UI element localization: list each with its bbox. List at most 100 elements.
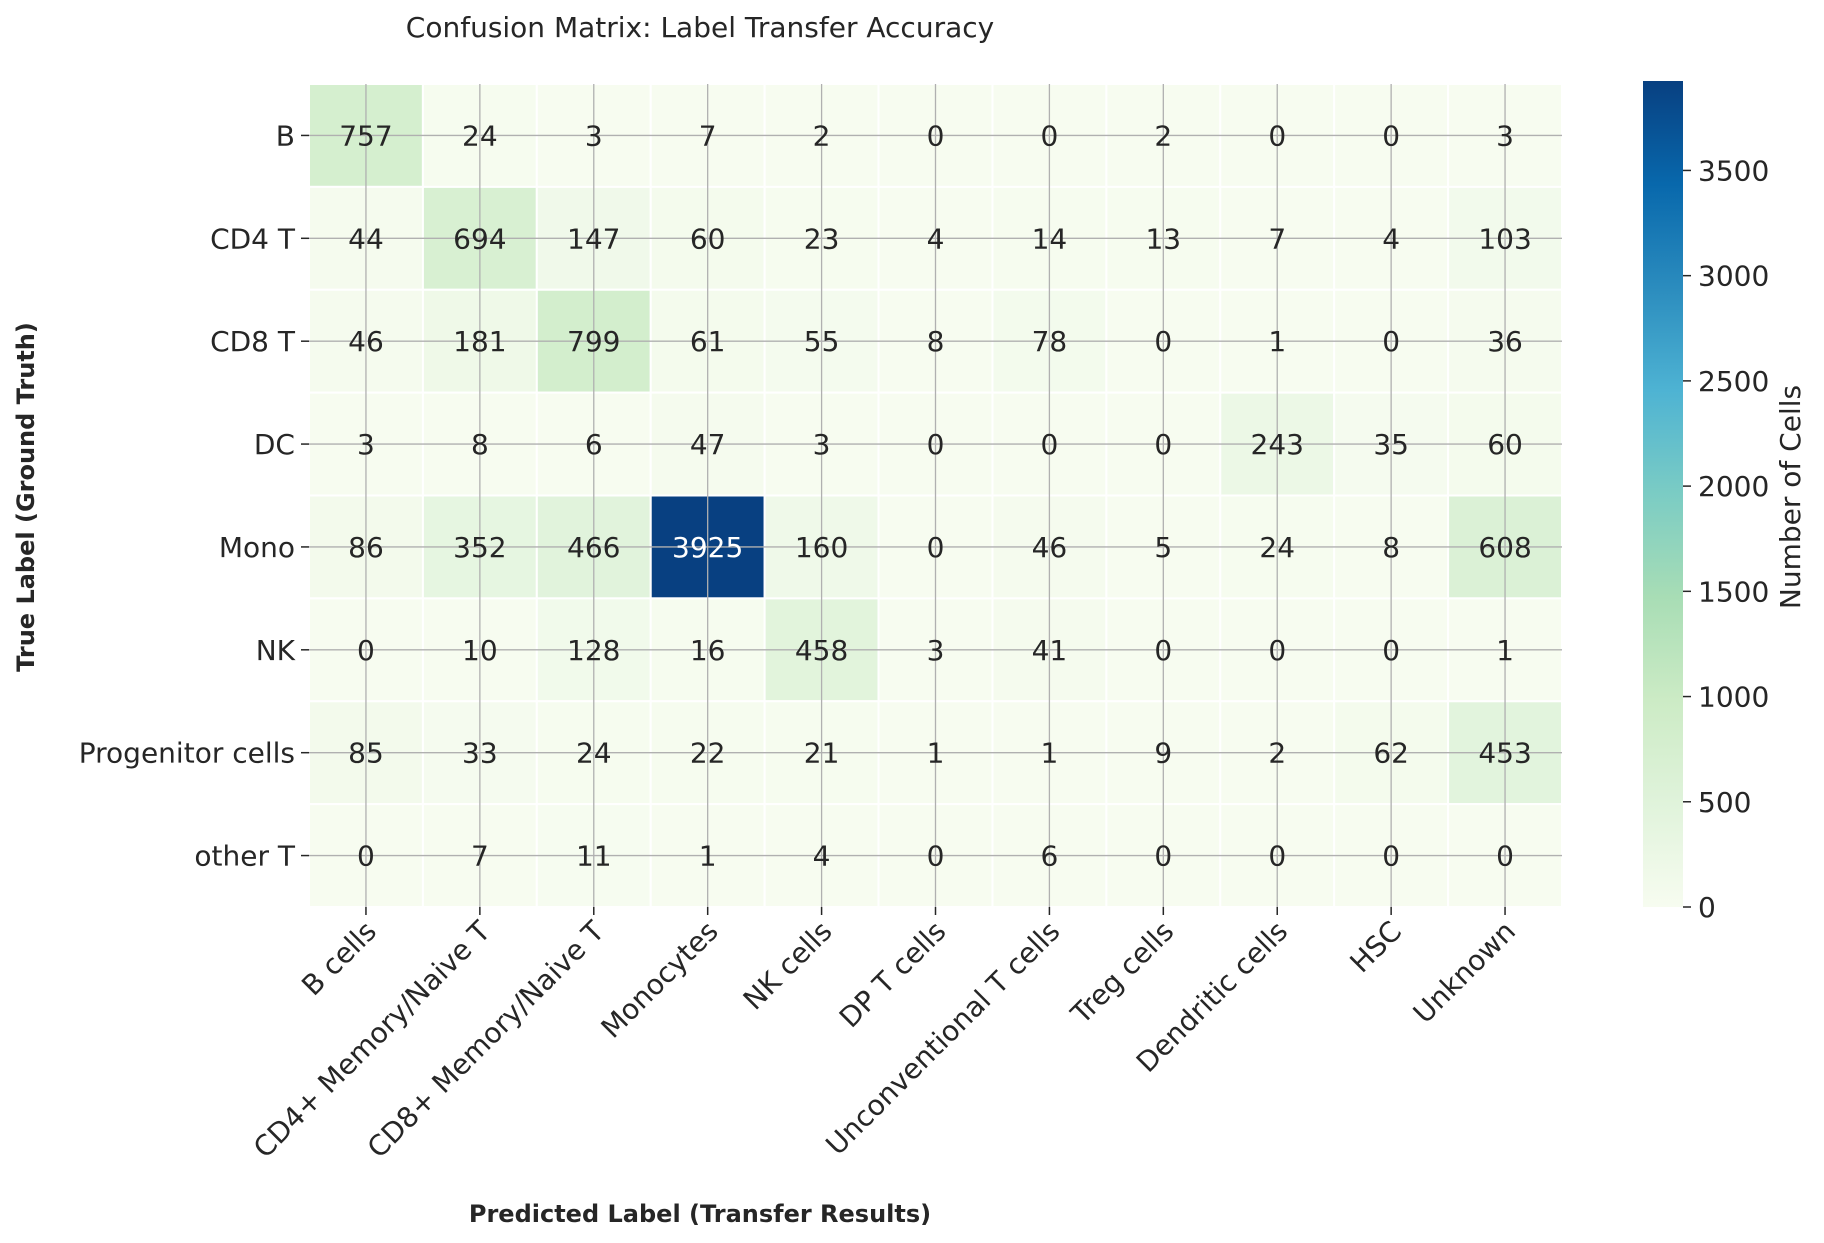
cell-value-label: 0 — [1154, 325, 1172, 358]
cell-value-label: 46 — [1032, 531, 1068, 564]
y-tick-label: DC — [254, 428, 295, 461]
cell-value-label: 24 — [1259, 531, 1295, 564]
y-tick-label: B — [276, 119, 295, 152]
cell-value-label: 608 — [1478, 531, 1531, 564]
cell-value-label: 160 — [795, 531, 848, 564]
cell-value-label: 757 — [339, 119, 392, 152]
cell-value-label: 22 — [690, 737, 726, 770]
cell-value-label: 0 — [1382, 840, 1400, 873]
cell-value-label: 60 — [1487, 428, 1523, 461]
cell-value-label: 8 — [927, 325, 945, 358]
cell-value-label: 7 — [471, 840, 489, 873]
cell-value-label: 694 — [453, 222, 506, 255]
cell-value-label: 3 — [927, 634, 945, 667]
cell-value-label: 1 — [699, 840, 717, 873]
cell-value-label: 1 — [1268, 325, 1286, 358]
cell-value-label: 3 — [357, 428, 375, 461]
cell-value-label: 3925 — [672, 531, 743, 564]
colorbar-tick-label: 0 — [1698, 891, 1716, 924]
cell-value-label: 0 — [1382, 119, 1400, 152]
cell-value-label: 0 — [1154, 634, 1172, 667]
cell-value-label: 5 — [1154, 531, 1172, 564]
cell-value-label: 14 — [1032, 222, 1068, 255]
cell-value-label: 10 — [462, 634, 498, 667]
x-tick-label: B cells — [295, 915, 383, 1003]
cell-value-label: 60 — [690, 222, 726, 255]
cell-value-label: 0 — [357, 840, 375, 873]
cell-value-label: 6 — [1040, 840, 1058, 873]
cell-value-label: 8 — [1382, 531, 1400, 564]
cell-value-label: 13 — [1145, 222, 1181, 255]
cell-value-label: 46 — [348, 325, 384, 358]
x-tick-label: NK cells — [737, 915, 839, 1017]
x-tick-label: Monocytes — [595, 915, 725, 1045]
cell-value-label: 55 — [804, 325, 840, 358]
cell-value-label: 181 — [453, 325, 506, 358]
cell-value-label: 0 — [927, 428, 945, 461]
y-tick-label: Progenitor cells — [79, 737, 295, 770]
cell-value-label: 16 — [690, 634, 726, 667]
cell-value-label: 2 — [813, 119, 831, 152]
cell-value-label: 0 — [1382, 634, 1400, 667]
cell-value-label: 23 — [804, 222, 840, 255]
x-tick-label: Unconventional T cells — [819, 915, 1066, 1162]
cell-value-label: 453 — [1478, 737, 1531, 770]
x-axis-title: Predicted Label (Transfer Results) — [469, 1200, 931, 1228]
cell-value-label: 2 — [1268, 737, 1286, 770]
cell-value-label: 0 — [1154, 428, 1172, 461]
cell-value-label: 243 — [1251, 428, 1304, 461]
cell-value-label: 0 — [1496, 840, 1514, 873]
cell-value-label: 41 — [1032, 634, 1068, 667]
cell-value-label: 147 — [567, 222, 620, 255]
cell-value-label: 7 — [1268, 222, 1286, 255]
cell-value-label: 799 — [567, 325, 620, 358]
colorbar-tick-label: 2500 — [1698, 365, 1769, 398]
cell-value-label: 24 — [462, 119, 498, 152]
colorbar-tick-label: 2000 — [1698, 470, 1769, 503]
cell-value-label: 128 — [567, 634, 620, 667]
cell-value-label: 3 — [1496, 119, 1514, 152]
cell-value-label: 35 — [1373, 428, 1409, 461]
x-tick-label: CD8+ Memory/Naive T — [361, 914, 611, 1164]
cell-value-label: 0 — [1154, 840, 1172, 873]
cell-value-label: 1 — [1040, 737, 1058, 770]
cell-value-label: 3 — [585, 119, 603, 152]
grid-lines — [309, 84, 1562, 907]
cell-value-label: 4 — [1382, 222, 1400, 255]
y-axis: B CD4 T CD8 T DC Mono NK Progenitor cells other… — [79, 119, 309, 873]
cell-value-label: 85 — [348, 737, 384, 770]
cell-value-label: 0 — [1268, 119, 1286, 152]
x-tick-label: Unknown — [1407, 915, 1522, 1030]
cell-value-label: 44 — [348, 222, 384, 255]
cell-value-label: 0 — [927, 119, 945, 152]
y-tick-label: Mono — [219, 531, 295, 564]
cell-value-label: 0 — [927, 840, 945, 873]
cell-value-label: 47 — [690, 428, 726, 461]
cell-value-label: 62 — [1373, 737, 1409, 770]
colorbar-gradient — [1643, 81, 1683, 907]
colorbar-tick-label: 1000 — [1698, 681, 1769, 714]
colorbar-tick-label: 1500 — [1698, 575, 1769, 608]
cell-value-label: 3 — [813, 428, 831, 461]
cell-value-label: 1 — [1496, 634, 1514, 667]
y-tick-label: CD4 T — [210, 222, 296, 255]
cell-value-label: 466 — [567, 531, 620, 564]
cell-value-label: 21 — [804, 737, 840, 770]
colorbar-tick-label: 3500 — [1698, 154, 1769, 187]
x-tick-label: CD4+ Memory/Naive T — [247, 914, 497, 1164]
y-axis-title: True Label (Ground Truth) — [12, 322, 40, 672]
cell-value-label: 4 — [813, 840, 831, 873]
cell-value-label: 1 — [927, 737, 945, 770]
cell-value-label: 7 — [699, 119, 717, 152]
cell-value-label: 0 — [927, 531, 945, 564]
y-tick-label: other T — [194, 840, 295, 873]
cell-value-label: 24 — [576, 737, 612, 770]
cell-value-label: 0 — [357, 634, 375, 667]
cell-value-label: 9 — [1154, 737, 1172, 770]
chart-title: Confusion Matrix: Label Transfer Accurac… — [406, 11, 994, 44]
cell-value-label: 0 — [1040, 428, 1058, 461]
cell-value-label: 0 — [1268, 840, 1286, 873]
